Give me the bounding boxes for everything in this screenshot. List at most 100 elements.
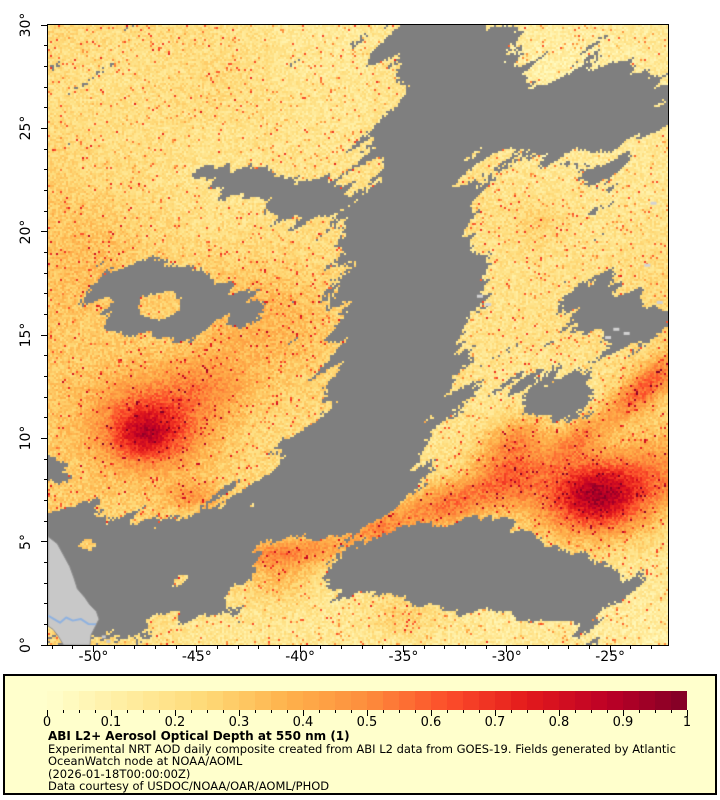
lat-tick-label: 0° [18,637,34,653]
lat-major-tick [41,644,48,646]
colorbar-minor-tick [335,710,336,713]
colorbar-minor-tick [159,710,160,713]
lon-minor-tick [258,645,260,649]
colorbar-tick-label: 0.4 [292,715,314,730]
lon-tick-label: -35° [388,649,419,665]
lon-minor-tick [464,645,466,649]
lon-major-tick [299,645,301,652]
colorbar-segment [191,691,207,710]
colorbar-segment [415,691,431,710]
colorbar-minor-tick [607,710,608,713]
colorbar-segment [63,691,79,710]
colorbar-minor-tick [255,710,256,713]
colorbar-segment [111,691,127,710]
colorbar-minor-tick [207,710,208,713]
colorbar-segment [575,691,591,710]
colorbar-minor-tick [95,710,96,713]
lon-minor-tick [485,645,487,649]
lon-minor-tick [175,645,177,649]
colorbar-segment [351,691,367,710]
colorbar-segment [127,691,143,710]
colorbar-tick-label: 0.8 [548,715,570,730]
colorbar-major-tick [623,710,624,716]
lat-minor-tick [44,623,48,625]
colorbar-minor-tick [463,710,464,713]
colorbar-segment [431,691,447,710]
lat-minor-tick [44,45,48,47]
lat-minor-tick [44,272,48,274]
colorbar-minor-tick [63,710,64,713]
lon-minor-tick [568,645,570,649]
lat-major-tick [41,127,48,129]
colorbar-minor-tick [351,710,352,713]
lat-minor-tick [44,458,48,460]
lat-minor-tick [44,603,48,605]
lon-minor-tick [216,645,218,649]
colorbar-segment [367,691,383,710]
colorbar-segment [239,691,255,710]
colorbar-gradient [47,691,687,710]
lat-minor-tick [44,479,48,481]
aod-map-canvas [48,25,668,645]
lat-major-tick [41,24,48,26]
lat-minor-tick [44,313,48,315]
colorbar-segment [159,691,175,710]
colorbar-minor-tick [383,710,384,713]
colorbar-tick-label: 0.5 [356,715,378,730]
colorbar-minor-tick [127,710,128,713]
colorbar-minor-tick [223,710,224,713]
colorbar-major-tick [559,710,560,716]
lat-major-tick [41,231,48,233]
lat-tick-label: 10° [18,425,34,451]
lat-minor-tick [44,375,48,377]
colorbar-tick-label: 1 [682,715,692,730]
colorbar-minor-tick [399,710,400,713]
lat-major-tick [41,437,48,439]
lat-minor-tick [44,251,48,253]
lon-minor-tick [237,645,239,649]
lon-minor-tick [382,645,384,649]
lon-major-tick [506,645,508,652]
lon-minor-tick [72,645,74,649]
colorbar-minor-tick [575,710,576,713]
colorbar-segment [511,691,527,710]
colorbar-segment [479,691,495,710]
lat-minor-tick [44,520,48,522]
lon-minor-tick [630,645,632,649]
lat-minor-tick [44,499,48,501]
lat-minor-tick [44,107,48,109]
lon-tick-label: -30° [491,649,522,665]
colorbar-minor-tick [271,710,272,713]
colorbar-segment [319,691,335,710]
colorbar-tick-label: 0.2 [164,715,186,730]
lon-tick-label: -40° [285,649,316,665]
colorbar-segment [639,691,655,710]
colorbar-tick-label: 0.7 [484,715,506,730]
lon-minor-tick [278,645,280,649]
lon-minor-tick [320,645,322,649]
lat-minor-tick [44,189,48,191]
lon-minor-tick [154,645,156,649]
colorbar-minor-tick [543,710,544,713]
colorbar-segment [607,691,623,710]
colorbar-major-tick [367,710,368,716]
colorbar-segment [623,691,639,710]
colorbar-tick-label: 0 [42,715,52,730]
lon-minor-tick [547,645,549,649]
colorbar-minor-tick [511,710,512,713]
colorbar-minor-tick [79,710,80,713]
lat-major-tick [41,334,48,336]
lat-minor-tick [44,86,48,88]
colorbar-segment [671,691,687,710]
legend-panel: 0 0.1 0.2 0.3 0.4 0.5 0.6 0.7 0.8 0.9 1 ABI L2+ Ae… [3,674,717,795]
colorbar-segment [335,691,351,710]
colorbar-minor-tick [639,710,640,713]
colorbar-segment [207,691,223,710]
lon-minor-tick [588,645,590,649]
colorbar-segment [143,691,159,710]
lon-tick-label: -25° [595,649,626,665]
lat-tick-label: 30° [18,12,34,38]
colorbar-segment [399,691,415,710]
colorbar-minor-tick [655,710,656,713]
